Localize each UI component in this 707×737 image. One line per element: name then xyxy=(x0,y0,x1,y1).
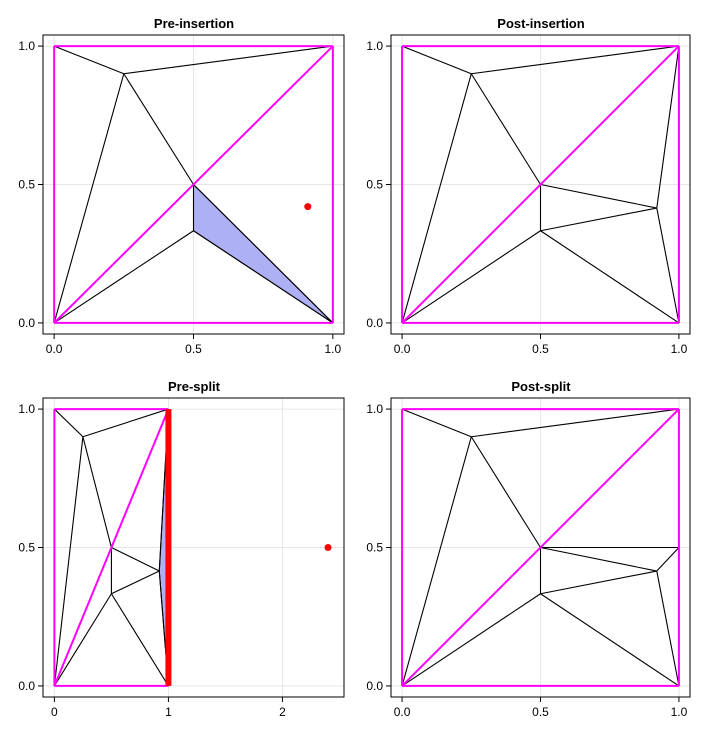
x-tick-label: 2 xyxy=(279,705,286,719)
x-tick-label: 0.0 xyxy=(46,342,63,356)
x-tick-label: 1.0 xyxy=(671,705,688,719)
panel-title: Pre-split xyxy=(168,379,221,394)
edge-7 xyxy=(401,436,472,687)
y-tick-label: 0.5 xyxy=(366,178,383,192)
x-tick-label: 0.0 xyxy=(394,342,411,356)
constrained-edge-4 xyxy=(401,408,680,687)
edge-6 xyxy=(82,408,169,438)
y-tick-label: 1.0 xyxy=(18,39,35,53)
edge-11 xyxy=(540,593,680,687)
edge-13 xyxy=(540,570,657,595)
panel-title: Pre-insertion xyxy=(154,16,234,31)
edge-11 xyxy=(110,593,169,687)
edge-5 xyxy=(401,408,472,438)
edge-6 xyxy=(471,408,679,438)
y-tick-label: 0.5 xyxy=(366,541,383,555)
panel-title: Post-split xyxy=(511,379,571,394)
edge-5 xyxy=(401,45,472,75)
y-tick-label: 0.5 xyxy=(18,541,35,555)
edge-8 xyxy=(470,73,541,185)
y-tick-label: 1.0 xyxy=(366,402,383,416)
plot-area xyxy=(401,408,680,687)
y-tick-label: 0.0 xyxy=(18,679,35,693)
edge-11 xyxy=(540,230,680,324)
x-tick-label: 1.0 xyxy=(325,342,342,356)
edge-7 xyxy=(53,73,125,324)
edge-8 xyxy=(82,436,112,548)
edge-16 xyxy=(656,547,680,572)
constrained-edge-3 xyxy=(53,408,170,687)
edge-13 xyxy=(111,570,160,595)
y-tick-label: 1.0 xyxy=(366,39,383,53)
edge-5 xyxy=(54,408,84,438)
panel-title: Post-insertion xyxy=(497,16,584,31)
y-tick-label: 1.0 xyxy=(18,402,35,416)
panel-1: 0.0 0.5 1.0 0.0 0.5 1.0 Pre-insertion xyxy=(18,16,345,356)
constrained-edge-4 xyxy=(53,45,334,324)
edge-7 xyxy=(401,73,472,324)
x-tick-label: 0.5 xyxy=(185,342,202,356)
plot-area xyxy=(53,45,334,324)
y-tick-label: 0.0 xyxy=(366,316,383,330)
edge-11 xyxy=(193,230,334,324)
x-tick-label: 0.5 xyxy=(532,705,549,719)
edge-7 xyxy=(53,436,84,686)
edge-14 xyxy=(656,570,680,687)
edge-10 xyxy=(401,593,541,687)
x-tick-label: 0 xyxy=(51,705,58,719)
inserted-point-0 xyxy=(304,203,312,211)
y-tick-label: 0.0 xyxy=(18,316,35,330)
edge-13 xyxy=(540,207,657,232)
edge-12 xyxy=(540,183,657,209)
constrained-edge-4 xyxy=(401,45,680,324)
panel-3: 0 1 2 0.0 0.5 1.0 Pre-split xyxy=(18,379,345,719)
y-tick-label: 0.0 xyxy=(366,679,383,693)
edge-12 xyxy=(540,546,657,572)
x-tick-label: 1 xyxy=(165,705,172,719)
edge-14 xyxy=(656,207,680,324)
plot-area xyxy=(401,45,680,324)
edge-15 xyxy=(656,45,680,209)
inserted-point-0 xyxy=(324,544,332,551)
edge-10 xyxy=(53,230,194,324)
edge-10 xyxy=(401,230,541,324)
edge-12 xyxy=(111,547,160,572)
panel-2: 0.0 0.5 1.0 0.0 0.5 1.0 Post-insertion xyxy=(366,16,691,356)
edge-12 xyxy=(193,184,334,324)
panel-4: 0.0 0.5 1.0 0.0 0.5 1.0 Post-split xyxy=(366,379,691,719)
edge-5 xyxy=(53,45,125,75)
edge-10 xyxy=(53,593,112,687)
edge-8 xyxy=(470,436,541,548)
plot-area xyxy=(53,408,332,687)
x-tick-label: 0.0 xyxy=(394,705,411,719)
y-tick-label: 0.5 xyxy=(18,178,35,192)
edge-8 xyxy=(123,73,194,185)
edge-6 xyxy=(123,45,333,75)
edge-6 xyxy=(471,45,679,75)
x-tick-label: 1.0 xyxy=(671,342,688,356)
x-tick-label: 0.5 xyxy=(532,342,549,356)
